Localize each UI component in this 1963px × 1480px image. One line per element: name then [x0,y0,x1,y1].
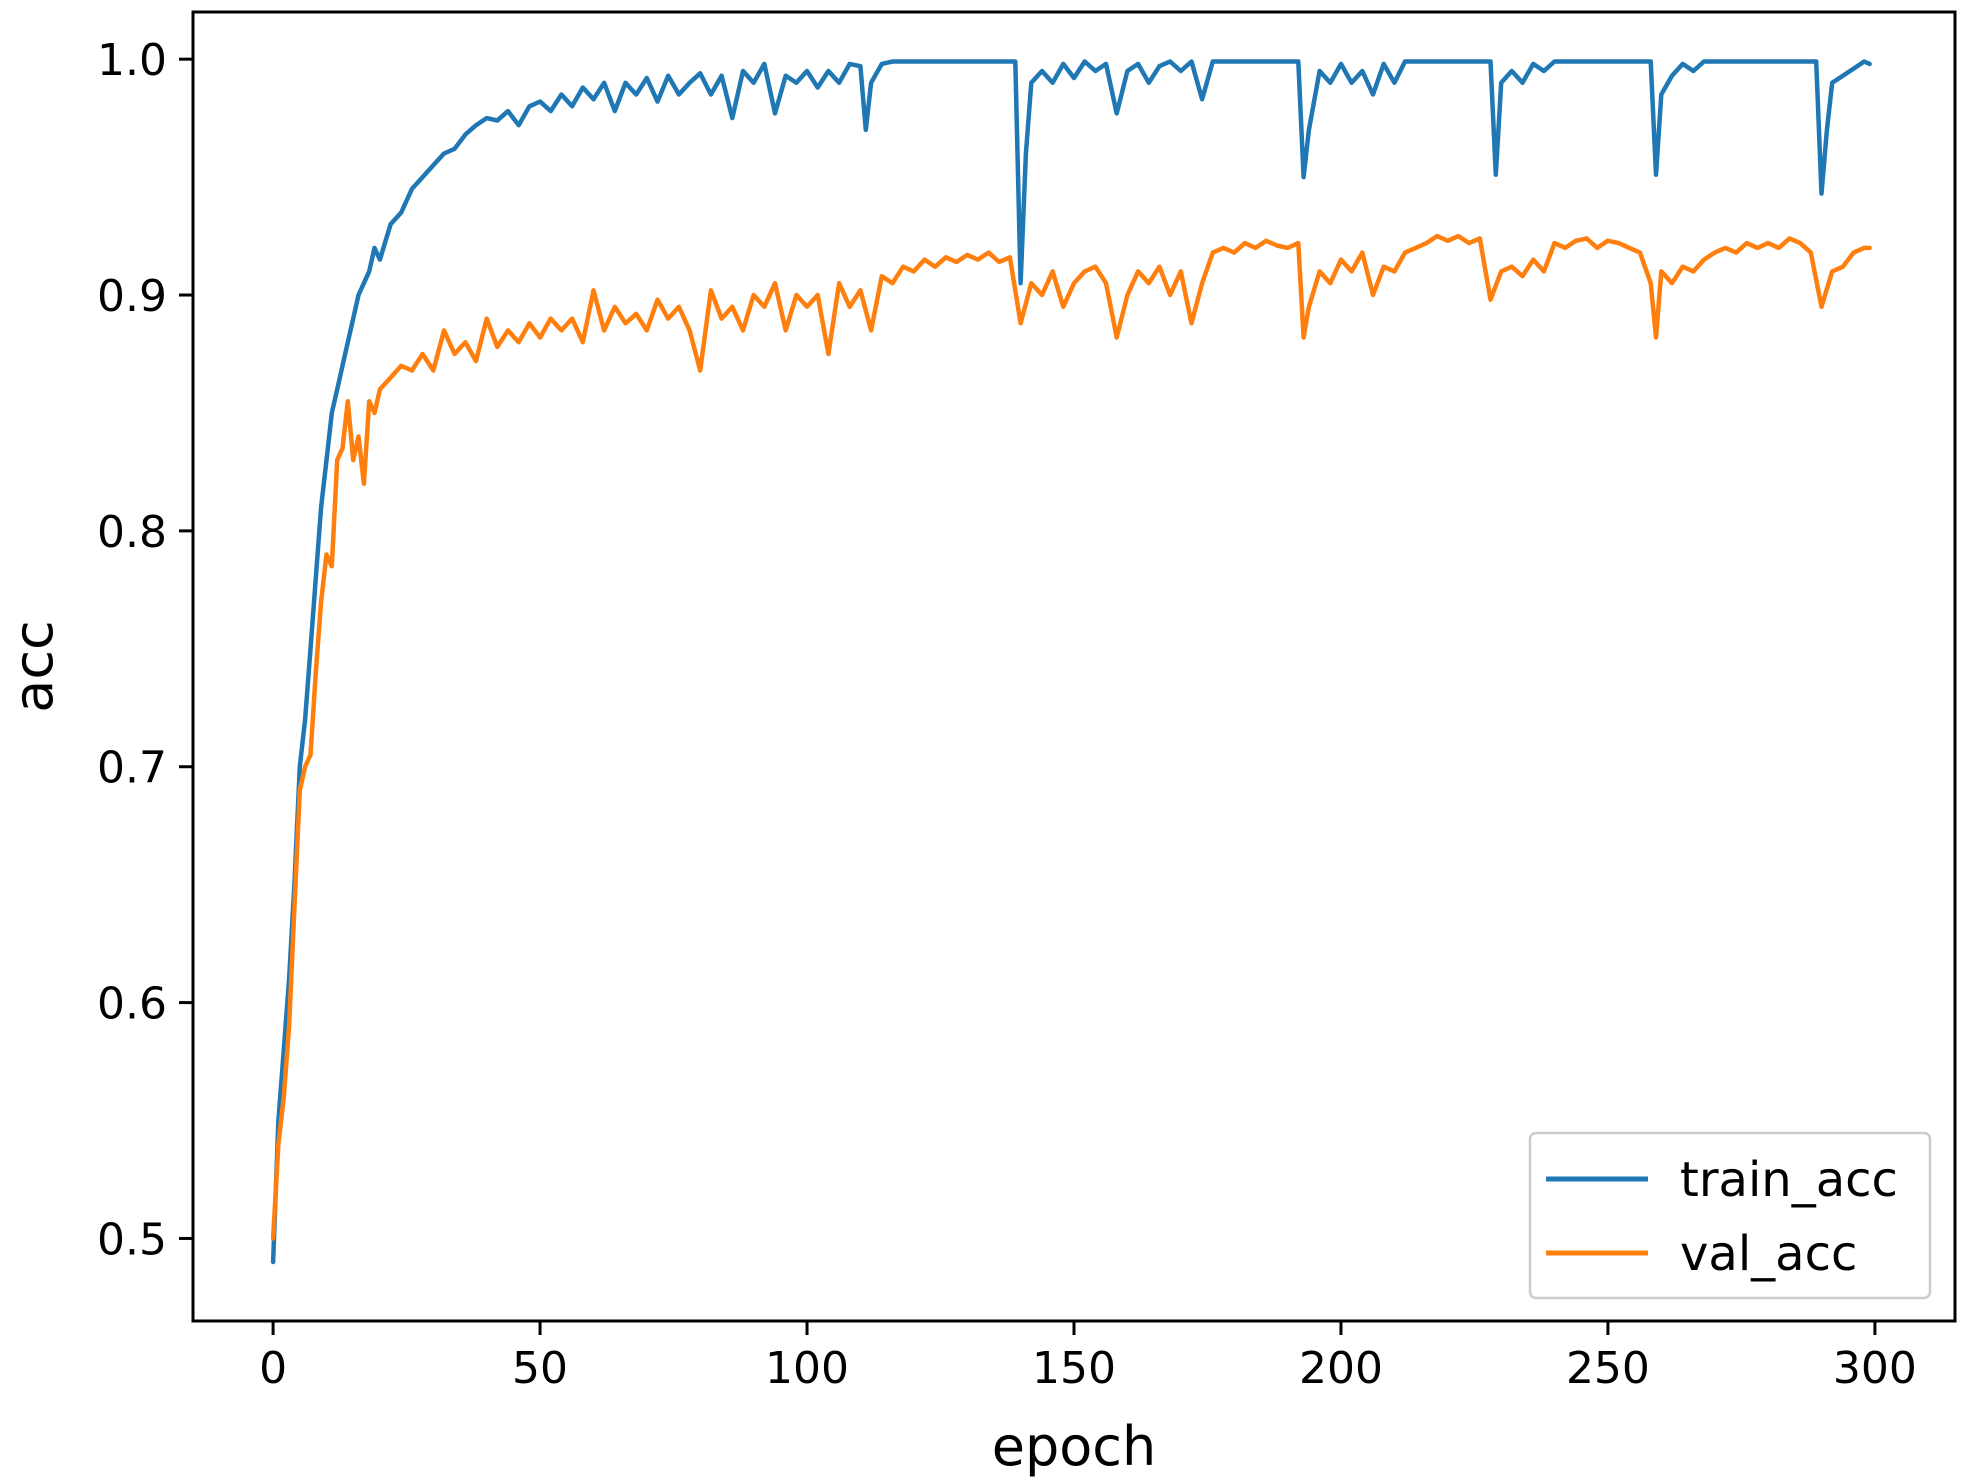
x-axis-ticks: 0 50 100 150 200 250 300 [259,1321,1917,1394]
y-tick-label: 0.6 [97,979,167,1030]
y-tick-label: 0.5 [97,1214,167,1265]
x-axis-label: epoch [992,1415,1156,1478]
x-tick-label: 250 [1566,1343,1650,1394]
y-tick-label: 0.7 [97,743,167,794]
x-tick-label: 0 [259,1343,287,1394]
y-tick-label: 0.8 [97,507,167,558]
legend-label-val_acc: val_acc [1680,1226,1857,1282]
legend-box [1528,1131,1932,1300]
legend-label-train_acc: train_acc [1680,1152,1898,1208]
y-axis-label: acc [2,620,65,712]
y-tick-label: 1.0 [97,35,167,86]
x-tick-label: 200 [1299,1343,1383,1394]
x-tick-label: 50 [512,1343,568,1394]
x-tick-label: 150 [1032,1343,1116,1394]
x-tick-label: 300 [1833,1343,1917,1394]
series-layer [270,59,1872,1265]
series-line-train_acc [270,59,1872,1265]
y-axis-ticks: 0.5 0.6 0.7 0.8 0.9 1.0 [97,35,193,1265]
x-tick-label: 100 [765,1343,849,1394]
series-line-val_acc [270,233,1872,1241]
legend: train_acc val_acc [1528,1131,1932,1300]
y-tick-label: 0.9 [97,271,167,322]
